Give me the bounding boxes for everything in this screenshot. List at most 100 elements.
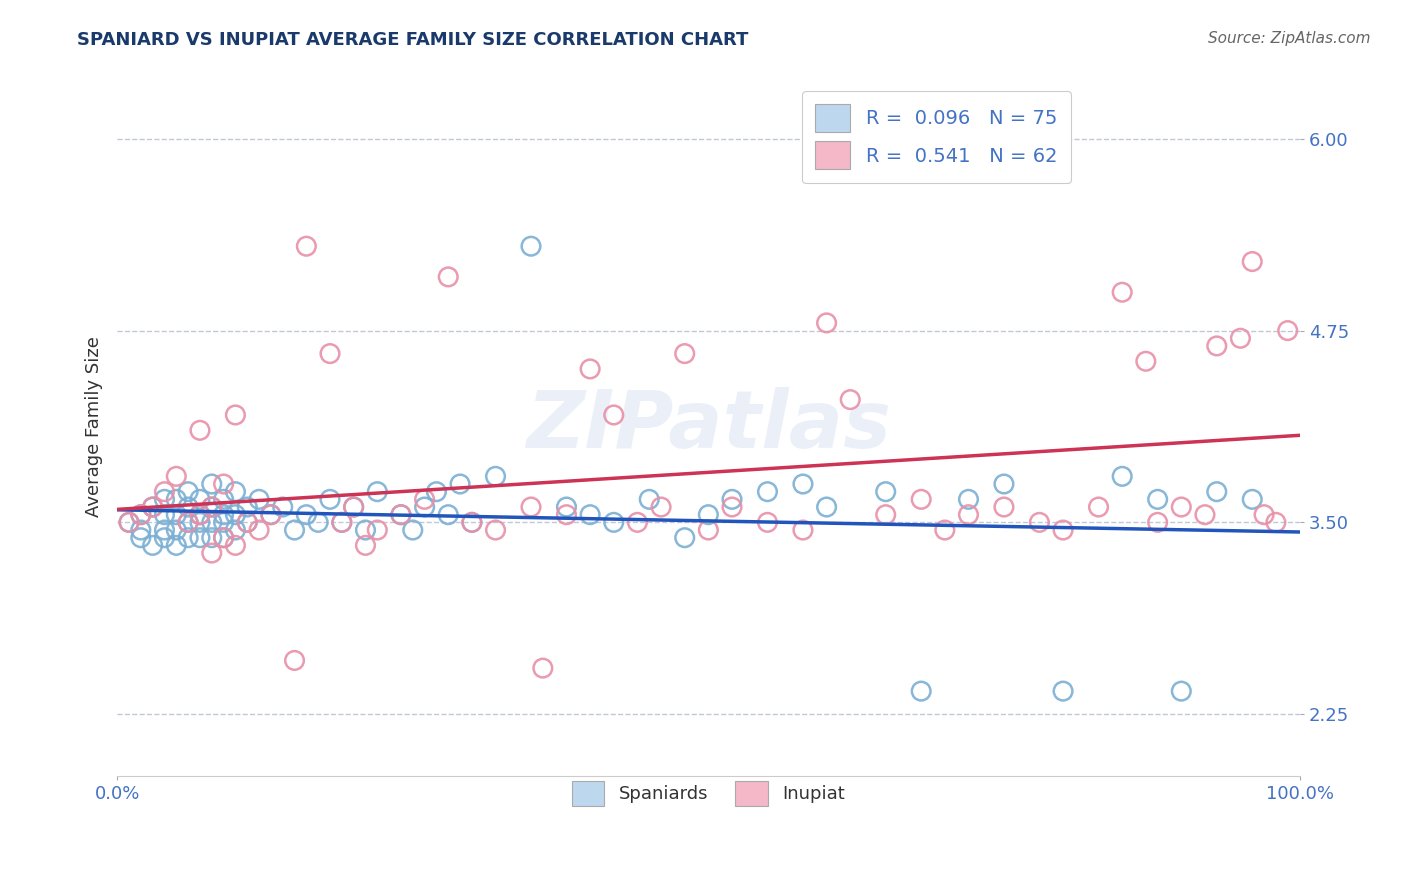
Point [1241, 254, 1264, 268]
Point [875, 508, 897, 522]
Point [129, 508, 152, 522]
Text: ZIPatlas: ZIPatlas [526, 387, 891, 466]
Point [177, 531, 200, 545]
Point [295, 508, 318, 522]
Point [1111, 285, 1133, 300]
Point [224, 408, 246, 422]
Point [756, 484, 779, 499]
Point [555, 508, 578, 522]
Point [875, 484, 897, 499]
Point [366, 523, 388, 537]
Point [319, 492, 342, 507]
Point [1205, 339, 1227, 353]
Point [1170, 684, 1192, 698]
Point [129, 531, 152, 545]
Point [142, 500, 165, 514]
Point [437, 508, 460, 522]
Point [650, 500, 672, 514]
Point [343, 500, 366, 514]
Point [626, 516, 648, 530]
Point [224, 538, 246, 552]
Point [177, 500, 200, 514]
Point [603, 516, 626, 530]
Point [201, 500, 224, 514]
Point [792, 477, 814, 491]
Point [531, 661, 554, 675]
Point [1170, 500, 1192, 514]
Point [188, 531, 211, 545]
Point [673, 531, 696, 545]
Point [697, 523, 720, 537]
Point [579, 508, 602, 522]
Point [449, 477, 471, 491]
Y-axis label: Average Family Size: Average Family Size [86, 336, 103, 516]
Point [260, 508, 283, 522]
Point [389, 508, 412, 522]
Point [165, 469, 187, 483]
Point [201, 516, 224, 530]
Point [343, 500, 366, 514]
Point [165, 508, 187, 522]
Point [437, 269, 460, 284]
Point [1052, 684, 1074, 698]
Point [520, 239, 543, 253]
Point [934, 523, 956, 537]
Legend: Spaniards, Inupiat: Spaniards, Inupiat [562, 772, 853, 815]
Point [910, 684, 932, 698]
Point [201, 477, 224, 491]
Point [1052, 523, 1074, 537]
Point [212, 531, 235, 545]
Text: Source: ZipAtlas.com: Source: ZipAtlas.com [1208, 31, 1371, 46]
Point [307, 516, 329, 530]
Point [579, 362, 602, 376]
Point [402, 523, 425, 537]
Point [1028, 516, 1050, 530]
Point [1194, 508, 1216, 522]
Point [129, 508, 152, 522]
Point [993, 500, 1015, 514]
Point [461, 516, 484, 530]
Point [188, 516, 211, 530]
Point [212, 531, 235, 545]
Point [165, 538, 187, 552]
Point [212, 477, 235, 491]
Point [177, 516, 200, 530]
Point [283, 653, 305, 667]
Point [153, 523, 176, 537]
Point [212, 508, 235, 522]
Point [520, 500, 543, 514]
Point [224, 508, 246, 522]
Point [1205, 484, 1227, 499]
Point [413, 500, 436, 514]
Point [792, 523, 814, 537]
Point [142, 538, 165, 552]
Point [957, 492, 980, 507]
Point [1146, 516, 1168, 530]
Point [484, 469, 506, 483]
Point [354, 538, 377, 552]
Point [188, 423, 211, 437]
Point [555, 500, 578, 514]
Point [188, 492, 211, 507]
Point [177, 484, 200, 499]
Point [271, 500, 294, 514]
Point [673, 346, 696, 360]
Point [224, 523, 246, 537]
Point [638, 492, 661, 507]
Point [1241, 492, 1264, 507]
Point [153, 484, 176, 499]
Point [1264, 516, 1286, 530]
Point [721, 492, 744, 507]
Point [839, 392, 862, 407]
Point [177, 516, 200, 530]
Point [201, 531, 224, 545]
Point [283, 523, 305, 537]
Point [153, 508, 176, 522]
Point [295, 239, 318, 253]
Point [1135, 354, 1157, 368]
Point [201, 500, 224, 514]
Point [330, 516, 353, 530]
Point [153, 531, 176, 545]
Point [721, 500, 744, 514]
Point [425, 484, 447, 499]
